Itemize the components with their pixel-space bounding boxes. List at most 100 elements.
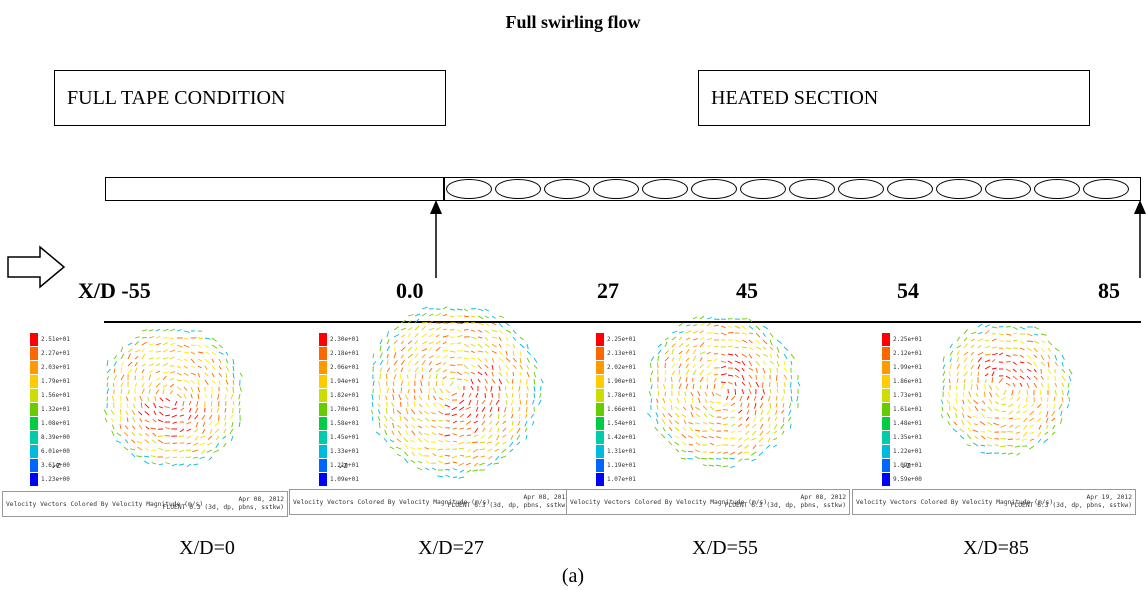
velocity-vector (385, 373, 388, 380)
velocity-vector (432, 453, 437, 457)
tape-element (1034, 179, 1080, 199)
velocity-vector (737, 444, 743, 448)
velocity-vector (984, 330, 990, 335)
velocity-vector (519, 343, 525, 349)
velocity-vector (531, 420, 535, 426)
velocity-vector (734, 353, 739, 358)
velocity-vector (1038, 424, 1042, 430)
velocity-vector (106, 382, 109, 388)
velocity-vector (413, 401, 416, 408)
velocity-vector (407, 353, 413, 359)
velocity-vector (977, 352, 984, 356)
velocity-vector (650, 398, 653, 404)
figure-label: (a) (561, 565, 585, 587)
velocity-vector (740, 402, 743, 408)
velocity-vector (157, 435, 164, 437)
velocity-vector (466, 462, 472, 466)
velocity-vector (445, 440, 451, 443)
velocity-vector (489, 399, 493, 406)
caption-bar-0: Velocity Vectors Colored By Velocity Mag… (2, 491, 288, 517)
velocity-vector (711, 391, 715, 397)
velocity-vector (477, 378, 481, 383)
velocity-vector (197, 358, 202, 362)
velocity-vector (444, 462, 451, 465)
velocity-vector (404, 394, 409, 401)
velocity-vector (197, 344, 202, 348)
velocity-vector (984, 378, 987, 384)
velocity-vector (518, 406, 521, 412)
velocity-vector (218, 344, 223, 349)
velocity-vector (526, 371, 530, 378)
velocity-vector (1000, 424, 1007, 428)
legend-label: 1.90e+01 (607, 378, 636, 385)
velocity-vector (991, 371, 995, 377)
velocity-vector (762, 339, 768, 345)
velocity-vector (704, 391, 708, 397)
velocity-vector (690, 404, 694, 411)
velocity-vector (730, 395, 736, 401)
velocity-vector (209, 414, 213, 420)
velocity-vector (970, 384, 973, 391)
velocity-vector (1037, 403, 1042, 409)
velocity-vector (727, 353, 734, 356)
velocity-vector (461, 392, 465, 397)
velocity-vector (158, 463, 164, 466)
velocity-vector (972, 415, 979, 419)
velocity-vector (132, 416, 136, 423)
velocity-vector (484, 308, 490, 312)
velocity-vector (484, 315, 489, 319)
velocity-vector (389, 439, 395, 443)
velocity-vector (518, 392, 521, 399)
velocity-vector (224, 393, 227, 400)
velocity-vector (405, 408, 409, 415)
velocity-vector (407, 333, 411, 338)
velocity-vector (1019, 375, 1025, 380)
velocity-vector (183, 351, 190, 354)
velocity-vector (386, 359, 389, 366)
tape-element (740, 179, 786, 199)
legend-label: 2.03e+01 (41, 364, 70, 371)
velocity-vector (1061, 361, 1064, 367)
velocity-vector (1033, 368, 1037, 373)
velocity-vector (396, 438, 402, 443)
velocity-vector (377, 416, 381, 422)
velocity-vector (428, 313, 434, 317)
velocity-vector (136, 455, 143, 458)
velocity-vector (491, 343, 497, 348)
velocity-vector (484, 350, 489, 354)
velocity-vector (169, 337, 175, 340)
velocity-vector (505, 343, 510, 347)
velocity-vector (956, 344, 962, 349)
velocity-vector (192, 449, 199, 453)
velocity-vector (110, 418, 115, 423)
legend-swatch (319, 417, 327, 430)
velocity-vector (155, 389, 159, 395)
velocity-vector (389, 416, 395, 422)
velocity-vector (424, 447, 430, 450)
velocity-vector (119, 409, 122, 416)
velocity-vector (1016, 452, 1021, 456)
velocity-vector (511, 420, 514, 426)
velocity-vector (141, 369, 145, 374)
velocity-vector (427, 394, 430, 401)
velocity-vector (1005, 382, 1011, 386)
legend-swatch (30, 403, 38, 416)
velocity-vector (516, 441, 521, 446)
legend-label: 2.25e+01 (893, 336, 922, 343)
velocity-vector (769, 353, 773, 359)
velocity-vector (106, 368, 111, 374)
legend-label: 9.59e+00 (893, 476, 922, 483)
velocity-vector (416, 418, 423, 422)
velocity-vector (411, 424, 416, 429)
velocity-vector (472, 441, 479, 444)
velocity-vector (748, 360, 753, 367)
velocity-vector (386, 345, 390, 352)
velocity-vector (470, 315, 476, 318)
velocity-vector (967, 399, 972, 405)
velocity-vector (377, 409, 381, 415)
velocity-vector (214, 428, 220, 434)
separator-line (104, 321, 1141, 323)
vector-field-plot (940, 323, 1073, 456)
velocity-vector (774, 416, 778, 421)
velocity-vector (224, 407, 227, 413)
